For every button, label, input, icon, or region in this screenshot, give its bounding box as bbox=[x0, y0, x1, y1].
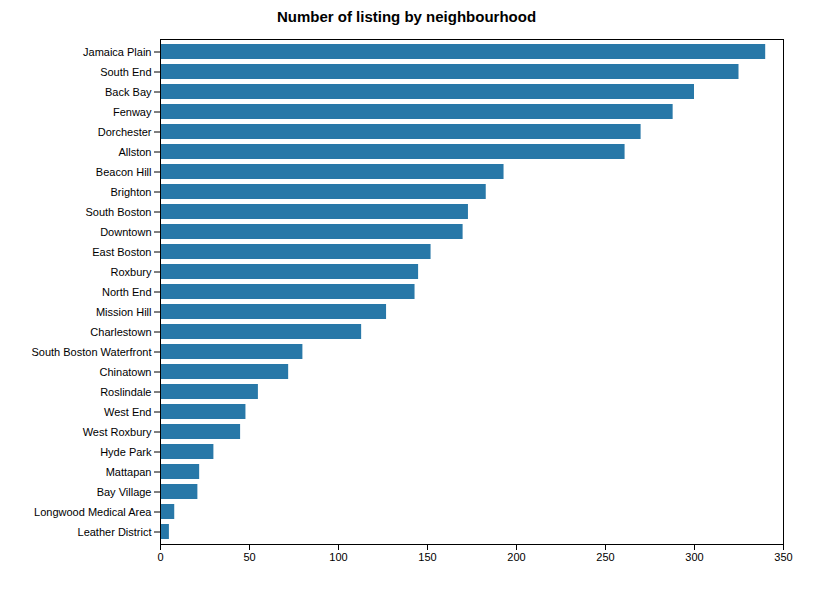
svg-text:Dorchester: Dorchester bbox=[98, 126, 152, 138]
svg-text:East Boston: East Boston bbox=[92, 246, 151, 258]
svg-text:Charlestown: Charlestown bbox=[90, 326, 151, 338]
svg-text:100: 100 bbox=[329, 551, 347, 563]
svg-text:South Boston Waterfront: South Boston Waterfront bbox=[31, 346, 151, 358]
svg-text:Longwood Medical Area: Longwood Medical Area bbox=[34, 506, 152, 518]
svg-text:Mattapan: Mattapan bbox=[106, 466, 152, 478]
svg-text:West End: West End bbox=[104, 406, 152, 418]
svg-text:Mission Hill: Mission Hill bbox=[96, 306, 152, 318]
svg-text:200: 200 bbox=[507, 551, 525, 563]
svg-text:300: 300 bbox=[685, 551, 703, 563]
svg-text:Jamaica Plain: Jamaica Plain bbox=[83, 46, 151, 58]
svg-text:150: 150 bbox=[418, 551, 436, 563]
svg-text:Brighton: Brighton bbox=[111, 186, 152, 198]
svg-text:Chinatown: Chinatown bbox=[100, 366, 152, 378]
svg-text:Downtown: Downtown bbox=[100, 226, 151, 238]
svg-text:Fenway: Fenway bbox=[113, 106, 152, 118]
svg-text:Roslindale: Roslindale bbox=[100, 386, 151, 398]
svg-text:50: 50 bbox=[243, 551, 255, 563]
html-text:Number of listing by neighbour: Number of listing by neighbourhood bbox=[276, 8, 537, 25]
svg-text:Roxbury: Roxbury bbox=[111, 266, 152, 278]
svg-text:350: 350 bbox=[774, 551, 792, 563]
svg-text:Allston: Allston bbox=[118, 146, 151, 158]
svg-text:Hyde Park: Hyde Park bbox=[100, 446, 152, 458]
svg-text:250: 250 bbox=[596, 551, 614, 563]
svg-text:West Roxbury: West Roxbury bbox=[83, 426, 152, 438]
svg-text:0: 0 bbox=[157, 551, 163, 563]
svg-text:Leather District: Leather District bbox=[78, 526, 152, 538]
svg-text:Bay Village: Bay Village bbox=[97, 486, 152, 498]
svg-text:South Boston: South Boston bbox=[85, 206, 151, 218]
svg-text:North End: North End bbox=[102, 286, 152, 298]
svg-text:South End: South End bbox=[100, 66, 151, 78]
svg-text:Back Bay: Back Bay bbox=[105, 86, 152, 98]
svg-text:Beacon Hill: Beacon Hill bbox=[96, 166, 152, 178]
